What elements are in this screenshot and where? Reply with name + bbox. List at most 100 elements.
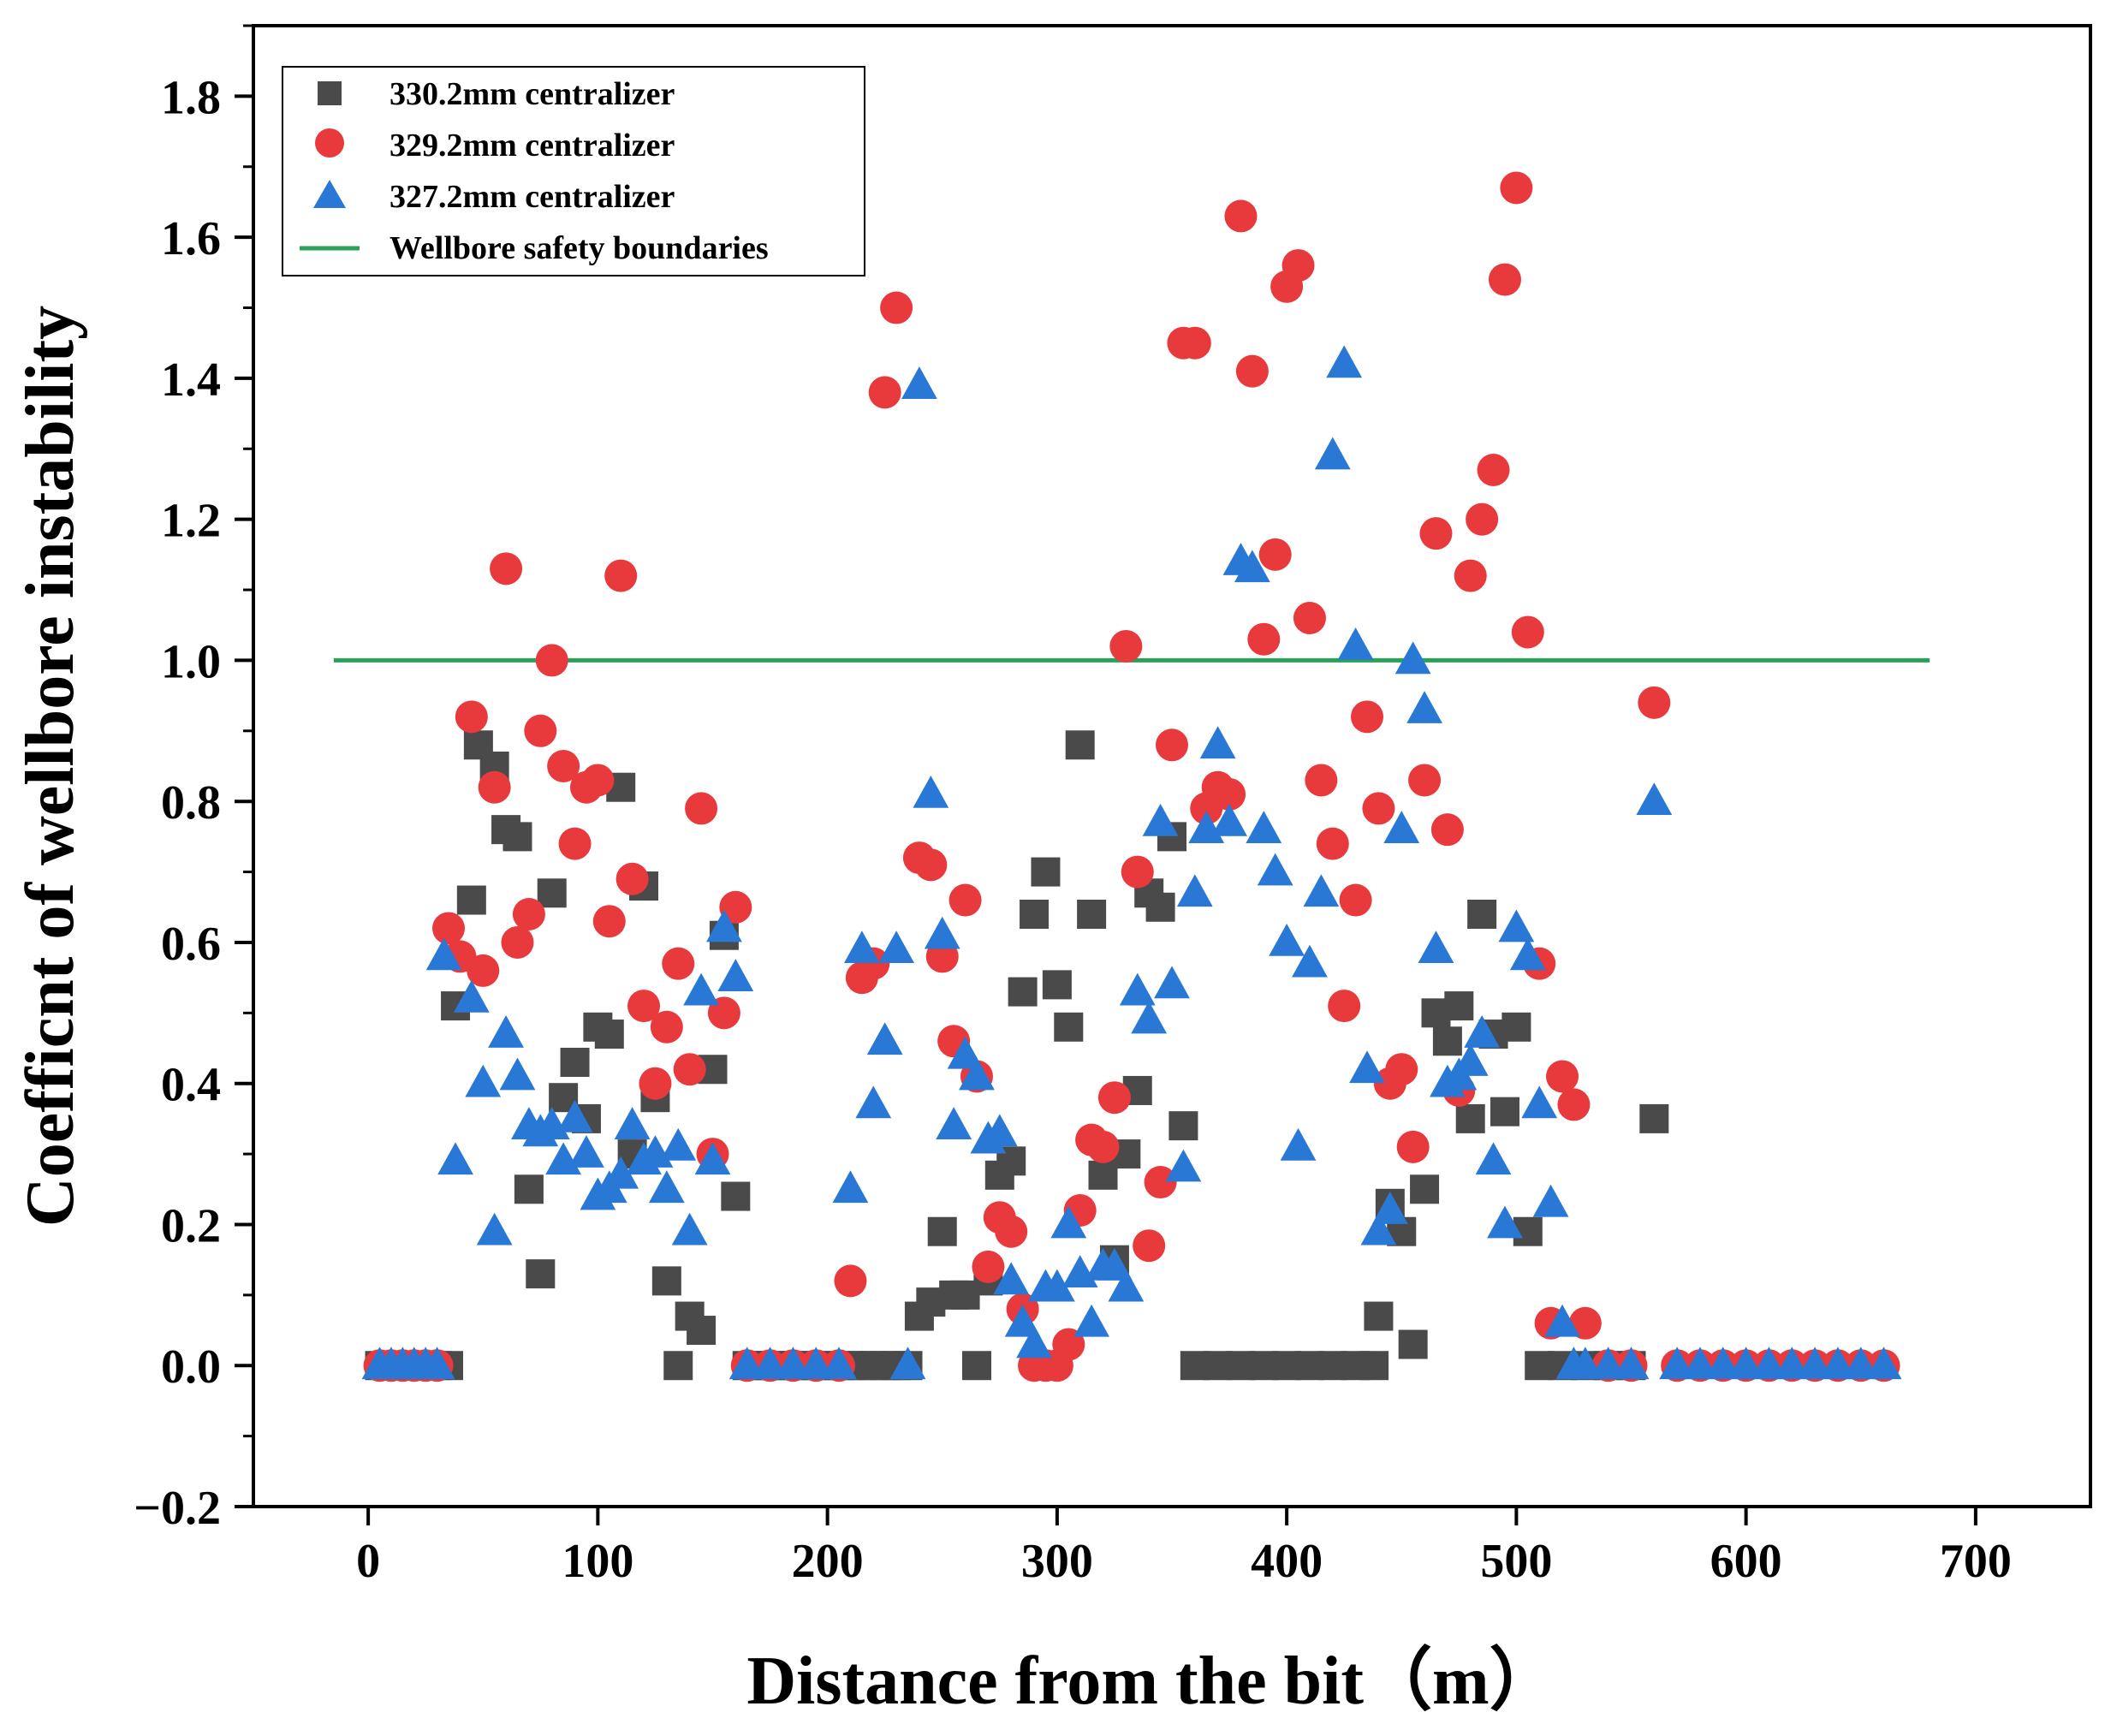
point-327mm <box>1842 1347 1879 1380</box>
point-330mm <box>514 1174 544 1204</box>
point-327mm <box>1257 853 1293 886</box>
point-327mm <box>1050 1205 1087 1239</box>
point-329mm <box>1235 354 1269 388</box>
point-327mm <box>1303 874 1340 907</box>
point-327mm <box>821 1347 857 1380</box>
point-327mm <box>1682 1347 1718 1380</box>
point-330mm <box>560 1048 590 1077</box>
point-327mm <box>1314 437 1351 470</box>
point-330mm <box>1467 900 1497 929</box>
y-tick-label: 0.2 <box>161 1199 221 1252</box>
point-330mm <box>721 1181 751 1211</box>
point-329mm <box>1430 813 1464 847</box>
legend-marker-circle <box>315 128 344 158</box>
point-327mm <box>660 1127 697 1161</box>
point-329mm <box>1396 1130 1430 1163</box>
point-330mm <box>537 878 567 908</box>
point-329mm <box>1144 1166 1177 1199</box>
y-tick-label: 0.4 <box>161 1059 221 1112</box>
point-327mm <box>1727 1347 1764 1380</box>
point-327mm <box>1154 966 1190 999</box>
point-329mm <box>1511 615 1544 649</box>
point-330mm <box>1455 1103 1485 1133</box>
legend: 330.2mm centralizer 329.2mm centralizer … <box>282 66 865 276</box>
point-327mm <box>488 1015 524 1048</box>
x-tick-label: 600 <box>1710 1535 1782 1588</box>
point-327mm <box>1567 1347 1603 1380</box>
y-tick-label: 0.0 <box>161 1341 221 1394</box>
point-330mm <box>651 1266 681 1296</box>
point-329mm <box>432 912 466 945</box>
point-329mm <box>948 883 982 917</box>
point-327mm <box>499 1057 536 1091</box>
point-327mm <box>1234 550 1270 583</box>
point-330mm <box>1168 1111 1198 1141</box>
point-329mm <box>1097 1081 1131 1115</box>
x-tick-label: 500 <box>1480 1535 1552 1588</box>
point-327mm <box>671 1212 708 1246</box>
point-329mm <box>512 898 545 930</box>
point-327mm <box>843 930 880 964</box>
point-327mm <box>1509 937 1546 971</box>
point-327mm <box>465 1064 502 1097</box>
point-330mm <box>456 885 486 915</box>
point-329mm <box>524 714 557 747</box>
point-327mm <box>1199 726 1236 759</box>
y-tick-label: −0.2 <box>134 1482 221 1535</box>
point-327mm <box>901 366 937 399</box>
point-330mm <box>1008 977 1038 1007</box>
point-327mm <box>1131 1001 1168 1034</box>
point-327mm <box>1498 909 1535 942</box>
point-327mm <box>1383 811 1420 843</box>
point-327mm <box>1371 1192 1408 1224</box>
point-329mm <box>615 862 649 895</box>
point-329mm <box>914 848 948 882</box>
point-329mm <box>1247 622 1281 656</box>
point-327mm <box>614 1107 651 1139</box>
point-329mm <box>1305 764 1338 797</box>
point-330mm <box>1145 892 1175 922</box>
point-330mm <box>1490 1097 1519 1127</box>
plot-frame <box>252 24 2092 1508</box>
point-327mm <box>1176 874 1213 907</box>
point-327mm <box>1704 1347 1741 1380</box>
point-329mm <box>455 700 488 734</box>
x-tick-label: 100 <box>562 1535 633 1588</box>
point-327mm <box>1532 1184 1569 1217</box>
point-329mm <box>719 890 752 924</box>
point-330mm <box>927 1216 957 1246</box>
point-329mm <box>1351 700 1384 734</box>
point-329mm <box>1281 249 1315 282</box>
point-327mm <box>1004 1304 1041 1337</box>
point-327mm <box>1016 1325 1052 1358</box>
point-329mm <box>662 947 695 980</box>
point-327mm <box>1544 1304 1580 1337</box>
point-327mm <box>683 972 719 1006</box>
point-330mm <box>502 822 532 852</box>
point-329mm <box>995 1215 1028 1248</box>
y-tick-label: 1.2 <box>161 495 221 548</box>
point-329mm <box>490 552 523 586</box>
point-330mm <box>1359 1351 1389 1381</box>
point-327mm <box>1475 1142 1512 1175</box>
point-327mm <box>889 1347 926 1380</box>
point-327mm <box>1774 1347 1811 1380</box>
point-327mm <box>832 1170 869 1204</box>
point-327mm <box>1165 1149 1202 1182</box>
point-329mm <box>1121 855 1154 889</box>
point-327mm <box>603 1156 639 1189</box>
point-330mm <box>1410 1174 1440 1204</box>
legend-label-329: 329.2mm centralizer <box>389 128 675 163</box>
legend-box <box>282 66 865 276</box>
point-327mm <box>1751 1347 1787 1380</box>
point-330mm <box>961 1351 991 1381</box>
y-tick-label: 0.6 <box>161 918 221 971</box>
point-327mm <box>1820 1347 1856 1380</box>
point-327mm <box>453 979 490 1013</box>
point-329mm <box>1488 263 1521 296</box>
point-327mm <box>878 930 914 964</box>
legend-marker-triangle <box>313 180 346 208</box>
point-330mm <box>663 1351 693 1381</box>
point-329mm <box>1293 602 1326 634</box>
y-axis-title: Coefficnt of wellbore instability <box>13 306 88 1227</box>
